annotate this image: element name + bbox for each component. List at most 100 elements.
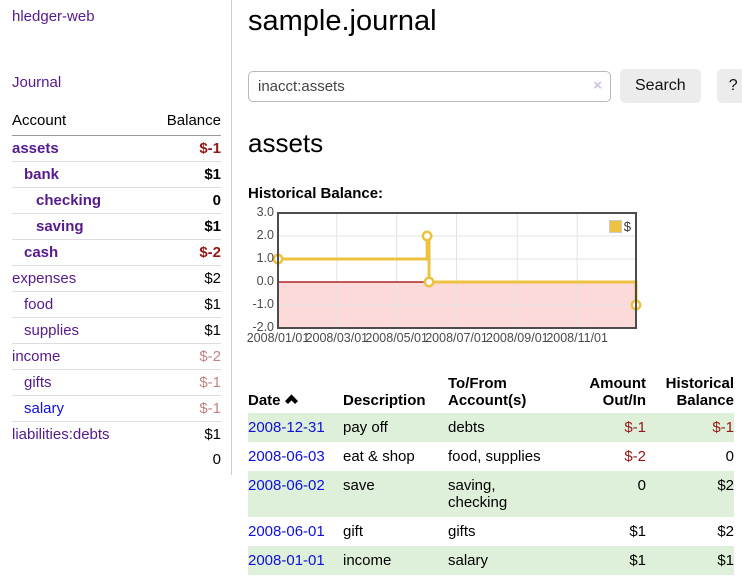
historical-balance-chart: $ 3.02.01.00.0-1.0-2.02008/01/012008/03/… bbox=[248, 210, 642, 352]
account-link-supplies[interactable]: supplies bbox=[12, 322, 79, 339]
search-input[interactable] bbox=[248, 71, 611, 102]
account-title: assets bbox=[248, 128, 742, 159]
transaction-amount: $-1 bbox=[560, 413, 646, 442]
account-balance: $1 bbox=[146, 214, 221, 240]
accounts-table: Account Balance assets $-1 bank $1 checking 0… bbox=[12, 108, 221, 472]
accounts-header-account: Account bbox=[12, 108, 146, 136]
account-balance: 0 bbox=[146, 188, 221, 214]
account-balance: $1 bbox=[146, 422, 221, 448]
app-window: hledger-web Journal Account Balance asse… bbox=[0, 0, 742, 575]
transaction-date-link[interactable]: 2008-06-02 bbox=[248, 477, 325, 494]
account-balance: $1 bbox=[146, 292, 221, 318]
page-title: sample.journal bbox=[248, 5, 742, 38]
register-header-accounts: To/From Account(s) bbox=[448, 373, 560, 413]
register-row: 2008-06-03eat & shopfood, supplies$-20 bbox=[248, 442, 734, 471]
account-link-food[interactable]: food bbox=[12, 296, 53, 313]
account-link-income[interactable]: income bbox=[12, 348, 60, 365]
account-balance: $-1 bbox=[146, 396, 221, 422]
transaction-balance: $-1 bbox=[646, 413, 734, 442]
transaction-date-link[interactable]: 2008-06-01 bbox=[248, 523, 325, 540]
account-link-assets[interactable]: assets bbox=[12, 140, 59, 157]
register-header-date[interactable]: Date bbox=[248, 373, 343, 413]
account-link-liabilities-debts[interactable]: liabilities:debts bbox=[12, 426, 110, 443]
register-row: 2008-01-01incomesalary$1$1 bbox=[248, 546, 734, 575]
register-row: 2008-06-02savesaving, checking0$2 bbox=[248, 471, 734, 517]
transaction-description: income bbox=[343, 546, 448, 575]
transaction-description: pay off bbox=[343, 413, 448, 442]
clear-search-icon[interactable]: × bbox=[593, 77, 602, 94]
register-header-amount: Amount Out/In bbox=[560, 373, 646, 413]
accounts-header-row: Account Balance bbox=[12, 108, 221, 136]
account-balance: $-1 bbox=[146, 136, 221, 162]
help-button[interactable]: ? bbox=[717, 69, 742, 103]
transaction-balance: $2 bbox=[646, 517, 734, 546]
transaction-amount: 0 bbox=[560, 471, 646, 517]
sidebar: hledger-web Journal Account Balance asse… bbox=[0, 0, 232, 475]
transaction-accounts: debts bbox=[448, 413, 560, 442]
y-axis-tick: 2.0 bbox=[248, 228, 274, 242]
transaction-balance: $1 bbox=[646, 546, 734, 575]
account-link-checking[interactable]: checking bbox=[12, 192, 101, 209]
account-link-saving[interactable]: saving bbox=[12, 218, 84, 235]
transaction-description: save bbox=[343, 471, 448, 517]
register-row: 2008-12-31pay offdebts$-1$-1 bbox=[248, 413, 734, 442]
x-axis-tick: 2008/09/01 bbox=[486, 331, 549, 345]
account-link-expenses[interactable]: expenses bbox=[12, 270, 76, 287]
x-axis-tick: 2008/03/01 bbox=[306, 331, 369, 345]
chart-label: Historical Balance: bbox=[248, 185, 742, 202]
x-axis-tick: 2008/01/01 bbox=[247, 331, 310, 345]
account-balance: $1 bbox=[146, 318, 221, 344]
accounts-total-row: 0 bbox=[12, 447, 221, 472]
account-balance: $1 bbox=[146, 162, 221, 188]
account-link-cash[interactable]: cash bbox=[12, 244, 58, 261]
x-axis-tick: 2008/11/01 bbox=[546, 331, 608, 345]
x-axis-tick: 2008/05/01 bbox=[365, 331, 428, 345]
account-row: checking 0 bbox=[12, 188, 221, 214]
account-row: cash $-2 bbox=[12, 240, 221, 266]
transaction-date-link[interactable]: 2008-06-03 bbox=[248, 448, 325, 465]
account-balance: $-2 bbox=[146, 240, 221, 266]
transaction-accounts: salary bbox=[448, 546, 560, 575]
y-axis-tick: 3.0 bbox=[248, 205, 274, 219]
account-link-gifts[interactable]: gifts bbox=[12, 374, 52, 391]
register-header-description: Description bbox=[343, 373, 448, 413]
accounts-header-balance: Balance bbox=[146, 108, 221, 136]
account-link-salary[interactable]: salary bbox=[12, 400, 64, 417]
main-content: sample.journal × Search ? assets Histori… bbox=[232, 0, 742, 575]
account-balance: $2 bbox=[146, 266, 221, 292]
account-row: salary $-1 bbox=[12, 396, 221, 422]
transaction-date-link[interactable]: 2008-01-01 bbox=[248, 552, 325, 569]
sort-asc-icon bbox=[285, 392, 298, 409]
y-axis-tick: 1.0 bbox=[248, 251, 274, 265]
account-link-bank[interactable]: bank bbox=[12, 166, 59, 183]
data-point-marker bbox=[423, 232, 431, 240]
transaction-amount: $1 bbox=[560, 517, 646, 546]
legend-label: $ bbox=[624, 219, 631, 234]
x-axis-tick: 2008/07/01 bbox=[425, 331, 488, 345]
search-form: × Search ? bbox=[248, 69, 742, 103]
account-row: saving $1 bbox=[12, 214, 221, 240]
account-row: supplies $1 bbox=[12, 318, 221, 344]
transaction-date-link[interactable]: 2008-12-31 bbox=[248, 419, 325, 436]
transaction-amount: $1 bbox=[560, 546, 646, 575]
transaction-accounts: food, supplies bbox=[448, 442, 560, 471]
search-button[interactable]: Search bbox=[620, 69, 701, 103]
data-point-marker bbox=[425, 278, 433, 286]
transaction-balance: 0 bbox=[646, 442, 734, 471]
transaction-description: gift bbox=[343, 517, 448, 546]
chart-legend: $ bbox=[607, 218, 633, 235]
register-row: 2008-06-01 giftgifts$1$2 bbox=[248, 517, 734, 546]
brand-link[interactable]: hledger-web bbox=[12, 8, 221, 25]
transaction-description: eat & shop bbox=[343, 442, 448, 471]
account-row: income $-2 bbox=[12, 344, 221, 370]
y-axis-tick: 0.0 bbox=[248, 274, 274, 288]
account-balance: $-1 bbox=[146, 370, 221, 396]
account-row: expenses $2 bbox=[12, 266, 221, 292]
transaction-balance: $2 bbox=[646, 471, 734, 517]
transaction-accounts: gifts bbox=[448, 517, 560, 546]
register-header-balance: Historical Balance bbox=[646, 373, 734, 413]
sidebar-item-journal[interactable]: Journal bbox=[12, 74, 221, 91]
register-header-row: Date Description To/From Account(s) Amou… bbox=[248, 373, 734, 413]
account-balance: $-2 bbox=[146, 344, 221, 370]
account-row: bank $1 bbox=[12, 162, 221, 188]
